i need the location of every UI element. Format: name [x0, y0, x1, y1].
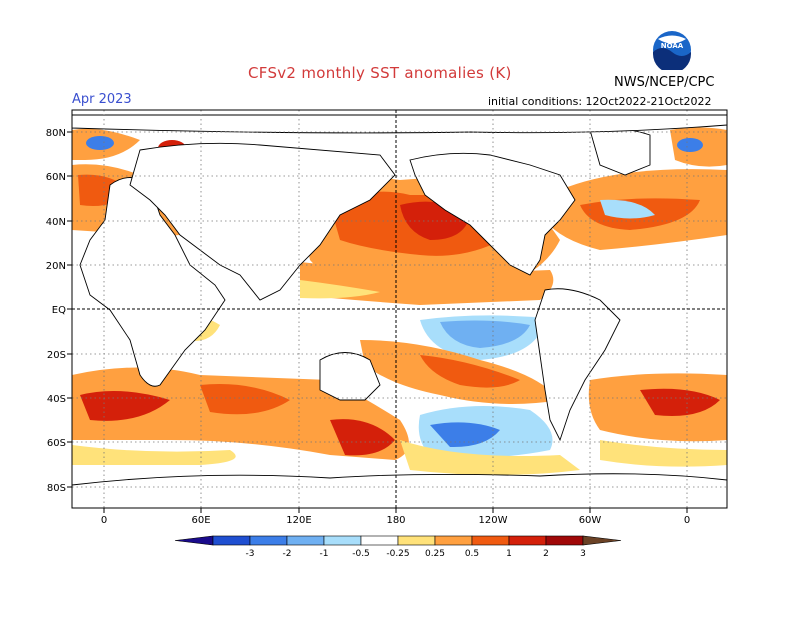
lon-label: 0: [684, 515, 690, 526]
colorbar-label: 0.25: [425, 549, 445, 559]
colorbar-swatch: [434, 535, 473, 546]
colorbar-label: 3: [580, 549, 586, 559]
lon-label: 120W: [479, 515, 508, 526]
south-america-landmass: [534, 288, 621, 442]
eurasia-landmass: [129, 142, 396, 301]
lat-label: 40S: [47, 394, 66, 405]
colorbar-label: -0.5: [352, 549, 370, 559]
colorbar-label: 0.5: [465, 549, 479, 559]
colorbar-high-triangle: [582, 535, 622, 546]
colorbar-swatch: [397, 535, 436, 546]
latitude-labels: 80N 60N 40N 20N EQ 20S 40S 60S 80S: [46, 128, 66, 494]
colorbar-swatch: [545, 535, 584, 546]
continents: [72, 114, 727, 508]
colorbar-swatch: [508, 535, 547, 546]
agency-label: NWS/NCEP/CPC: [614, 75, 715, 90]
noaa-logo: NOAA: [653, 31, 691, 70]
colorbar-low-triangle: [174, 535, 214, 546]
lat-label: 40N: [46, 217, 66, 228]
antarctica-landmass: [72, 473, 727, 508]
lat-label: 80N: [46, 128, 66, 139]
lon-label: 0: [101, 515, 107, 526]
lon-label: 120E: [286, 515, 311, 526]
north-america-landmass: [409, 152, 576, 276]
arctic-landmass: [72, 114, 727, 134]
forecast-month: Apr 2023: [72, 92, 132, 107]
colorbar-label: -1: [320, 549, 329, 559]
lon-label: 60E: [191, 515, 210, 526]
colorbar-label: -0.25: [386, 549, 409, 559]
colorbar-label: 2: [543, 549, 549, 559]
lat-label: EQ: [52, 305, 66, 316]
colorbar-swatch: [212, 535, 251, 546]
lat-label: 20S: [47, 350, 66, 361]
map-title: CFSv2 monthly SST anomalies (K): [248, 64, 512, 82]
reference-lines: [72, 110, 727, 508]
lat-label: 60N: [46, 172, 66, 183]
longitude-labels: 0 60E 120E 180 120W 60W 0: [101, 515, 690, 526]
colorbar-swatch: [471, 535, 510, 546]
colorbar-label: -2: [283, 549, 292, 559]
colorbar-swatches: [174, 535, 622, 546]
colorbar-label: 1: [506, 549, 512, 559]
colorbar-label: -3: [246, 549, 255, 559]
lat-label: 20N: [46, 261, 66, 272]
axis-ticks: [67, 131, 688, 513]
anomaly-field: [72, 127, 727, 475]
colorbar: -3 -2 -1 -0.5 -0.25 0.25 0.5 1 2 3: [174, 535, 622, 559]
initial-conditions: initial conditions: 12Oct2022-21Oct2022: [488, 95, 712, 108]
lat-label: 80S: [47, 483, 66, 494]
logo-text: NOAA: [661, 42, 684, 50]
colorbar-swatch: [286, 535, 325, 546]
lat-label: 60S: [47, 438, 66, 449]
lon-label: 180: [386, 515, 405, 526]
lon-label: 60W: [579, 515, 602, 526]
colorbar-swatch: [360, 535, 399, 546]
colorbar-swatch: [249, 535, 288, 546]
colorbar-labels: -3 -2 -1 -0.5 -0.25 0.25 0.5 1 2 3: [246, 549, 586, 559]
colorbar-swatch: [323, 535, 362, 546]
australia-landmass: [319, 352, 381, 401]
